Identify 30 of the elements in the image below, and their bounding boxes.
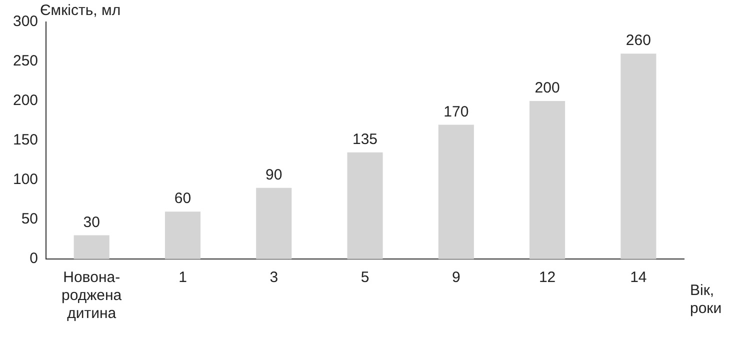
y-axis-title: Ємкість, мл [40,2,121,19]
bar [256,188,292,259]
data-label: 260 [626,32,651,50]
x-tick-label: 5 [360,269,370,286]
x-tick-label: 12 [538,269,556,286]
bar [438,124,474,259]
bar [530,101,566,259]
y-tick-label: 250 [12,52,38,70]
y-tick-label: 200 [12,92,38,110]
y-tick-label: 300 [12,13,38,30]
y-tick-label: 50 [21,210,38,228]
x-tick-label: 3 [270,269,278,286]
y-tick-label: 0 [30,250,38,268]
data-label: 30 [83,214,100,231]
data-label: 200 [534,80,560,97]
bar [164,212,201,259]
bar [620,54,656,259]
data-label: 135 [352,130,378,148]
x-tick-label: 14 [630,269,647,286]
y-tick-label: 100 [12,171,38,188]
bar [347,152,383,259]
x-tick-label: 1 [178,269,187,286]
x-tick-label: Новона- роджена дитина [62,269,122,322]
data-label: 90 [266,166,282,184]
x-axis-title: Вік, роки [690,282,722,318]
data-label: 60 [174,190,192,208]
data-label: 170 [444,103,469,120]
bar [74,235,110,259]
y-tick-label: 150 [12,132,38,149]
x-tick-label: 9 [452,269,460,286]
